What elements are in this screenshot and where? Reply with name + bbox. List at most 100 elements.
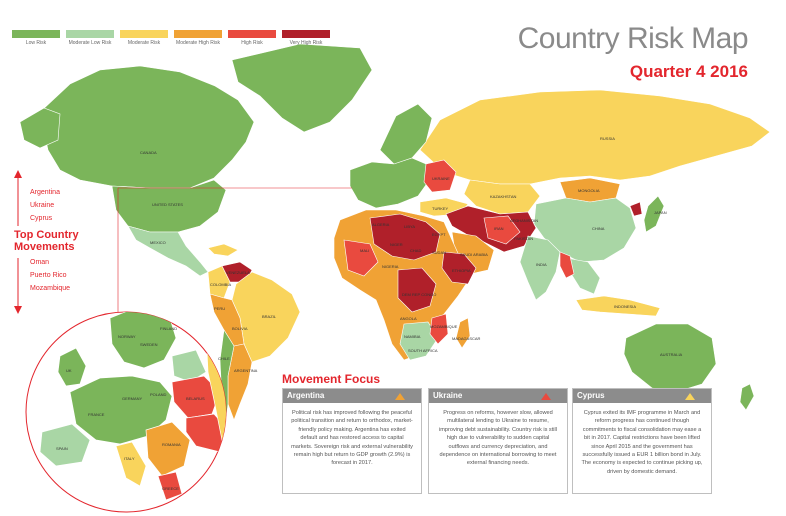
- legend-swatch: [12, 30, 60, 38]
- caribbean-region: [207, 243, 239, 257]
- label-canada: CANADA: [140, 150, 157, 155]
- legend-item-moderate-low: Moderate Low Risk: [66, 30, 114, 46]
- triangle-up-icon: [541, 393, 551, 400]
- label-sudan: SUDAN: [432, 250, 446, 255]
- label-argentina: ARGENTINA: [234, 368, 258, 373]
- europe-region: [349, 157, 429, 209]
- label-ukraine: UKRAINE: [432, 176, 450, 181]
- movement-down-item: Mozambique: [30, 285, 71, 292]
- label-india: INDIA: [536, 262, 547, 267]
- triangle-up-icon: [685, 393, 695, 400]
- label-france: FRANCE: [88, 412, 105, 417]
- zoom-west-europe: [69, 375, 173, 445]
- label-pakistan: PAKISTAN: [514, 236, 533, 241]
- label-indonesia: INDONESIA: [614, 304, 636, 309]
- top-movements-down-list: Oman Puerto Rico Mozambique: [30, 256, 70, 295]
- top-movements-heading: Top Country Movements: [14, 229, 79, 253]
- panel-header: Cyprus: [573, 389, 711, 403]
- movement-focus-title: Movement Focus: [282, 372, 381, 386]
- horn-africa-region: [441, 251, 477, 285]
- label-uk: UK: [66, 368, 72, 373]
- label-mongolia: MONGOLIA: [578, 188, 600, 193]
- label-saudi: SAUDI ARABIA: [460, 252, 488, 257]
- legend-item-low: Low Risk: [12, 30, 60, 46]
- label-romania: ROMANIA: [162, 442, 181, 447]
- europe-zoom-map: [39, 312, 226, 501]
- mexico-region: [127, 225, 209, 277]
- myanmar-region: [559, 251, 575, 279]
- legend-item-moderate: Moderate Risk: [120, 30, 168, 46]
- label-poland: POLAND: [150, 392, 167, 397]
- label-belarus: BELARUS: [186, 396, 205, 401]
- zoom-spain: [39, 423, 91, 467]
- zoom-uk: [57, 347, 87, 387]
- ukraine-region: [423, 159, 457, 193]
- movement-down-item: Oman: [30, 259, 50, 266]
- russia-region: [419, 89, 771, 185]
- legend-swatch: [282, 30, 330, 38]
- label-iran: IRAN: [494, 226, 504, 231]
- zoom-scandinavia: [109, 312, 177, 369]
- legend-item-very-high: Very High Risk: [282, 30, 330, 46]
- focus-panel-cyprus: Cyprus Cyprus exited its IMF programme i…: [572, 388, 712, 494]
- label-brazil: BRAZIL: [262, 314, 277, 319]
- legend-label: Moderate Risk: [127, 40, 161, 46]
- label-bolivia: BOLIVIA: [232, 326, 248, 331]
- focus-panel-argentina: Argentina Political risk has improved fo…: [282, 388, 422, 494]
- label-namibia: NAMIBIA: [404, 334, 421, 339]
- new-zealand-region: [739, 383, 755, 411]
- label-italy: ITALY: [124, 456, 135, 461]
- legend-label: High Risk: [241, 40, 263, 46]
- triangle-up-icon: [395, 393, 405, 400]
- madagascar-region: [455, 317, 471, 349]
- label-chile: CHILE: [218, 356, 230, 361]
- label-norway: NORWAY: [118, 334, 136, 339]
- page-subtitle: Quarter 4 2016: [629, 62, 748, 81]
- zoom-italy: [115, 441, 147, 487]
- southern-africa-region: [399, 321, 439, 361]
- label-turkey: TURKEY: [432, 206, 449, 211]
- legend-swatch: [174, 30, 222, 38]
- north-korea-region: [629, 201, 643, 217]
- panel-country: Argentina: [287, 391, 325, 400]
- label-mexico: MEXICO: [150, 240, 166, 245]
- label-japan: JAPAN: [654, 210, 667, 215]
- label-venezuela: VENEZUELA: [226, 270, 250, 275]
- panel-body: Progress on reforms, however slow, allow…: [438, 410, 558, 467]
- label-colombia: COLOMBIA: [210, 282, 231, 287]
- movement-up-item: Argentina: [30, 189, 60, 196]
- scandinavia-region: [379, 103, 433, 165]
- down-arrow-icon: [14, 306, 22, 314]
- top-movements-up-list: Argentina Ukraine Cyprus: [30, 186, 60, 225]
- map-labels: CANADA UNITED STATES MEXICO VENEZUELA CO…: [56, 136, 683, 491]
- label-afghanistan: AFGHANISTAN: [510, 218, 538, 223]
- panel-header: Argentina: [283, 389, 421, 403]
- legend-label: Moderate High Risk: [176, 40, 220, 46]
- label-egypt: EGYPT: [432, 232, 446, 237]
- canada-region: [39, 65, 255, 189]
- panel-country: Ukraine: [433, 391, 463, 400]
- japan-region: [643, 195, 665, 233]
- label-usa: UNITED STATES: [152, 202, 183, 207]
- legend-item-moderate-high: Moderate High Risk: [174, 30, 222, 46]
- mozambique-region: [429, 313, 449, 345]
- page-title: Country Risk Map: [517, 22, 749, 55]
- label-algeria: ALGERIA: [372, 222, 390, 227]
- panel-header: Ukraine: [429, 389, 567, 403]
- label-peru: PERU: [214, 306, 225, 311]
- movement-up-item: Ukraine: [30, 202, 55, 209]
- panel-body: Political risk has improved following th…: [291, 410, 413, 467]
- zoom-greece: [157, 471, 183, 501]
- panel-body: Cyprus exited its IMF programme in March…: [581, 410, 703, 475]
- panel-country: Cyprus: [577, 391, 605, 400]
- label-kazakhstan: KAZAKHSTAN: [490, 194, 516, 199]
- legend-label: Moderate Low Risk: [68, 40, 112, 46]
- label-germany: GERMANY: [122, 396, 143, 401]
- india-region: [519, 235, 561, 301]
- label-niger: NIGER: [390, 242, 403, 247]
- focus-panel-ukraine: Ukraine Progress on reforms, however slo…: [428, 388, 568, 494]
- colombia-region: [207, 265, 231, 299]
- alaska-region: [19, 107, 61, 149]
- legend-label: Low Risk: [25, 40, 47, 46]
